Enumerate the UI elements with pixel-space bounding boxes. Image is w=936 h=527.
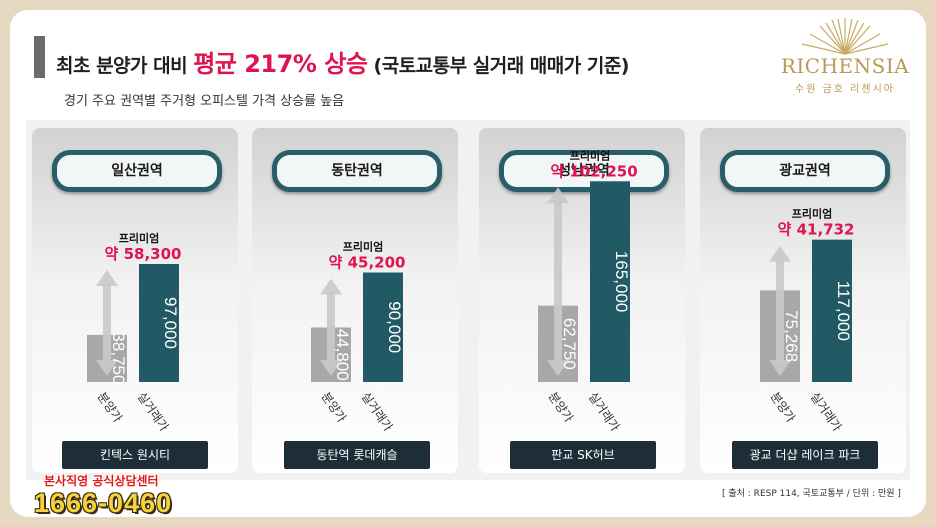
premium-title-3: 프리미엄 xyxy=(570,148,610,162)
premium-arrow-shaft-2 xyxy=(327,292,335,362)
premium-arrow-shaft-4 xyxy=(776,259,784,362)
presale-value-label-4: 75,268 xyxy=(782,310,801,362)
premium-title-1: 프리미엄 xyxy=(119,231,159,245)
actual-price-bar-4 xyxy=(812,239,852,382)
title-highlight: 평균 217% 상승 xyxy=(193,50,368,78)
actual-value-label-3: 165,000 xyxy=(612,251,631,312)
premium-arrow-shaft-3 xyxy=(554,201,562,362)
category-label-presale-3: 분양가 xyxy=(546,390,576,425)
actual-price-bar-1 xyxy=(139,264,179,382)
premium-arrow-down-4 xyxy=(769,360,791,376)
category-label-actual-2: 실거래가 xyxy=(359,390,396,434)
presale-value-label-1: 38,750 xyxy=(109,332,128,384)
premium-title-2: 프리미엄 xyxy=(343,240,383,254)
project-label-1: 킨텍스 원시티 xyxy=(62,441,208,469)
actual-value-label-1: 97,000 xyxy=(161,297,180,349)
category-label-actual-1: 실거래가 xyxy=(135,390,172,434)
actual-price-bar-3 xyxy=(590,181,630,382)
premium-arrow-shaft-1 xyxy=(103,284,111,362)
project-label-3: 판교 SK허브 xyxy=(510,441,656,469)
premium-value-3: 약 102,250 xyxy=(550,162,637,180)
page-title: 최초 분양가 대비 평균 217% 상승 (국토교통부 실거래 매매가 기준) xyxy=(56,44,629,79)
title-accent-bar xyxy=(34,36,45,78)
actual-value-label-4: 117,000 xyxy=(834,281,853,341)
premium-value-4: 약 41,732 xyxy=(778,221,855,239)
title-suffix: (국토교통부 실거래 매매가 기준) xyxy=(373,55,630,77)
consult-center-label: 본사직영 공식상담센터 xyxy=(44,474,159,488)
presale-value-label-3: 62,750 xyxy=(560,318,579,370)
region-label-2: 동탄권역 xyxy=(272,150,442,192)
project-label-2: 동탄역 롯데캐슬 xyxy=(284,441,430,469)
premium-arrow-up-2 xyxy=(320,278,342,295)
premium-title-4: 프리미엄 xyxy=(792,207,832,221)
premium-value-2: 약 45,200 xyxy=(329,254,406,272)
premium-arrow-down-2 xyxy=(320,360,342,376)
premium-arrow-down-1 xyxy=(96,360,118,376)
project-label-4: 광교 더샵 레이크 파크 xyxy=(732,441,878,469)
presale-value-label-2: 44,800 xyxy=(333,329,352,381)
category-label-actual-3: 실거래가 xyxy=(586,390,623,434)
premium-arrow-up-1 xyxy=(96,270,118,286)
region-label-3: 성남권역 xyxy=(499,150,669,192)
title-prefix: 최초 분양가 대비 xyxy=(56,55,188,77)
source-note: [ 출처 : RESP 114, 국토교통부 / 단위 : 만원 ] xyxy=(722,489,901,499)
category-label-presale-2: 분양가 xyxy=(319,390,349,425)
page-subtitle: 경기 주요 권역별 주거형 오피스텔 가격 상승률 높음 xyxy=(64,94,345,109)
premium-arrow-up-4 xyxy=(769,245,791,262)
logo-name: RICHENSIA xyxy=(780,54,910,78)
actual-price-bar-2 xyxy=(363,272,403,382)
category-label-presale-1: 분양가 xyxy=(95,390,125,425)
actual-value-label-2: 90,000 xyxy=(385,301,404,353)
premium-arrow-down-3 xyxy=(547,360,569,376)
category-label-actual-4: 실거래가 xyxy=(808,390,845,434)
logo-subtitle: 수원 금호 리첸시아 xyxy=(795,84,895,95)
richensia-logo: RICHENSIA 수원 금호 리첸시아 xyxy=(772,14,918,98)
premium-arrow-up-3 xyxy=(547,187,569,204)
category-label-presale-4: 분양가 xyxy=(768,390,798,425)
region-label-4: 광교권역 xyxy=(720,150,890,192)
phone-number[interactable]: 1666-0460 xyxy=(34,488,173,518)
premium-value-1: 약 58,300 xyxy=(105,245,182,263)
sunburst-icon xyxy=(801,18,889,55)
region-label-1: 일산권역 xyxy=(52,150,222,192)
